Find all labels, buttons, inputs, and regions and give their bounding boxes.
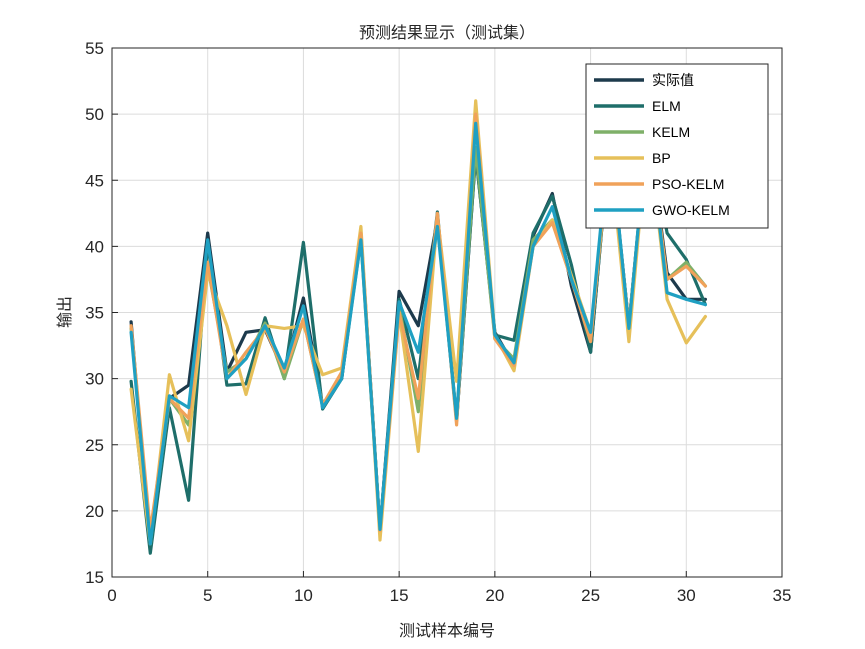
x-tick-label: 5 bbox=[203, 586, 212, 605]
x-tick-label: 30 bbox=[677, 586, 696, 605]
x-tick-label: 15 bbox=[390, 586, 409, 605]
legend-label: PSO-KELM bbox=[652, 176, 724, 192]
y-tick-label: 25 bbox=[85, 436, 104, 455]
y-tick-label: 40 bbox=[85, 237, 104, 256]
legend-label: ELM bbox=[652, 98, 681, 114]
legend-box bbox=[585, 63, 769, 229]
y-tick-label: 55 bbox=[85, 39, 104, 58]
ticks: 0 5 10 15 20 25 30 35 15 20 25 30 35 40 45 50 55 bbox=[85, 39, 791, 605]
y-axis-title: 输出 bbox=[55, 296, 74, 328]
x-tick-label: 35 bbox=[773, 586, 792, 605]
x-tick-label: 25 bbox=[581, 586, 600, 605]
x-tick-label: 20 bbox=[485, 586, 504, 605]
x-tick-label: 0 bbox=[107, 586, 116, 605]
x-axis-title: 测试样本编号 bbox=[399, 621, 495, 640]
legend-label: BP bbox=[652, 150, 671, 166]
y-tick-label: 35 bbox=[85, 304, 104, 323]
chart-title: 预测结果显示（测试集） bbox=[359, 23, 535, 42]
y-tick-label: 15 bbox=[85, 568, 104, 587]
x-tick-label: 10 bbox=[294, 586, 313, 605]
legend-label: KELM bbox=[652, 124, 690, 140]
y-tick-label: 20 bbox=[85, 502, 104, 521]
y-tick-label: 30 bbox=[85, 370, 104, 389]
legend-label: 实际值 bbox=[652, 72, 694, 88]
y-tick-label: 50 bbox=[85, 105, 104, 124]
legend-label: GWO-KELM bbox=[652, 202, 730, 218]
legend: 实际值 ELM KELM BP PSO-KELM GWO-KELM bbox=[585, 63, 769, 229]
y-tick-label: 45 bbox=[85, 171, 104, 190]
